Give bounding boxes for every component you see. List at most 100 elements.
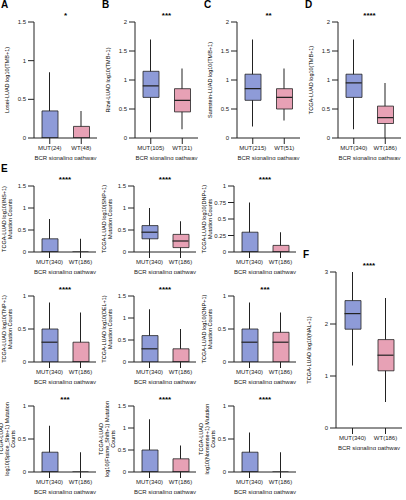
svg-text:2: 2: [325, 321, 329, 327]
svg-text:0.5: 0.5: [118, 227, 127, 233]
svg-text:1.5: 1.5: [18, 19, 27, 25]
svg-text:MUT(340): MUT(340): [36, 479, 63, 485]
svg-text:0.5: 0.5: [118, 447, 127, 453]
svg-text:0.5: 0.5: [322, 106, 331, 112]
svg-text:BCR signaling pathway: BCR signaling pathway: [34, 489, 96, 494]
svg-text:BCR signaling pathway: BCR signaling pathway: [34, 379, 96, 384]
svg-text:WT(186): WT(186): [169, 479, 192, 485]
svg-text:0.25: 0.25: [214, 233, 226, 239]
svg-text:0: 0: [325, 425, 329, 431]
svg-text:1.5: 1.5: [322, 48, 331, 54]
svg-text:WT(186): WT(186): [269, 259, 292, 265]
svg-text:WT(186): WT(186): [269, 479, 292, 485]
svg-text:WT(186): WT(186): [69, 369, 92, 375]
svg-text:1.5: 1.5: [118, 293, 127, 299]
svg-text:MUT(340): MUT(340): [236, 259, 263, 265]
html-text:TCGA-LUAD log10(Frame_Shift+1): TCGA-LUAD log10(Frame_Shift+1) Mutation …: [98, 401, 116, 477]
svg-text:1: 1: [223, 403, 227, 409]
svg-text:0: 0: [23, 359, 27, 365]
svg-text:WT(186): WT(186): [169, 259, 192, 265]
svg-text:1: 1: [123, 205, 127, 211]
svg-text:MUT(215): MUT(215): [239, 145, 266, 151]
html-text:TCGA-LUAD log10(Nonsense+1) Mu: TCGA-LUAD log10(Nonsense+1) Mutation Cou…: [198, 403, 216, 475]
svg-text:BCR signaling pathway: BCR signaling pathway: [34, 155, 96, 160]
svg-text:MUT(105): MUT(105): [137, 145, 164, 151]
svg-text:0: 0: [123, 359, 127, 365]
svg-text:MUT(340): MUT(340): [36, 259, 63, 265]
svg-text:WT(186): WT(186): [374, 145, 397, 151]
svg-text:0.5: 0.5: [218, 216, 227, 222]
svg-text:0: 0: [23, 249, 27, 255]
svg-text:WT(51): WT(51): [274, 145, 294, 151]
svg-text:1: 1: [223, 183, 227, 189]
svg-text:1: 1: [223, 293, 227, 299]
svg-text:BCR signaling pathway: BCR signaling pathway: [338, 155, 398, 160]
svg-text:1: 1: [226, 77, 230, 83]
svg-text:MUT(340): MUT(340): [339, 435, 366, 441]
svg-text:WT(186): WT(186): [374, 435, 397, 441]
svg-text:1: 1: [23, 205, 27, 211]
svg-text:MUT(340): MUT(340): [236, 369, 263, 375]
svg-text:MUT(340): MUT(340): [236, 479, 263, 485]
svg-text:0.75: 0.75: [214, 200, 226, 206]
svg-text:0.5: 0.5: [18, 96, 27, 102]
svg-text:1: 1: [23, 293, 27, 299]
svg-text:0.5: 0.5: [119, 106, 128, 112]
svg-text:MUT(340): MUT(340): [36, 369, 63, 375]
svg-text:BCR signaling pathway: BCR signaling pathway: [338, 445, 398, 450]
svg-text:2: 2: [327, 19, 331, 25]
svg-text:1: 1: [124, 77, 128, 83]
svg-text:1: 1: [325, 373, 329, 379]
svg-text:WT(186): WT(186): [269, 369, 292, 375]
svg-text:WT(186): WT(186): [169, 369, 192, 375]
svg-text:1.5: 1.5: [119, 48, 128, 54]
svg-text:1: 1: [23, 403, 27, 409]
svg-text:BCR signaling pathway: BCR signaling pathway: [134, 489, 196, 494]
svg-text:1.5: 1.5: [118, 403, 127, 409]
svg-text:0: 0: [23, 469, 27, 475]
svg-text:BCR signaling pathway: BCR signaling pathway: [237, 155, 299, 160]
svg-text:0.5: 0.5: [18, 227, 27, 233]
svg-text:3: 3: [325, 269, 329, 275]
svg-text:BCR signaling pathway: BCR signaling pathway: [234, 379, 296, 384]
svg-text:1.5: 1.5: [18, 183, 27, 189]
svg-text:0: 0: [223, 249, 227, 255]
svg-text:BCR signaling pathway: BCR signaling pathway: [135, 155, 197, 160]
svg-text:0: 0: [23, 135, 27, 141]
svg-text:0.5: 0.5: [18, 436, 27, 442]
svg-text:1.5: 1.5: [118, 183, 127, 189]
svg-text:BCR signaling pathway: BCR signaling pathway: [134, 269, 196, 274]
svg-text:2: 2: [124, 19, 128, 25]
svg-text:0: 0: [223, 469, 227, 475]
svg-text:MUT(340): MUT(340): [136, 479, 163, 485]
svg-text:MUT(340): MUT(340): [136, 259, 163, 265]
svg-text:0: 0: [123, 249, 127, 255]
svg-text:WT(48): WT(48): [71, 145, 91, 151]
svg-text:WT(31): WT(31): [172, 145, 192, 151]
svg-text:0.5: 0.5: [18, 326, 27, 332]
svg-text:1: 1: [123, 425, 127, 431]
svg-text:0.5: 0.5: [218, 436, 227, 442]
svg-text:0.5: 0.5: [218, 326, 227, 332]
svg-text:1: 1: [123, 315, 127, 321]
svg-text:1.5: 1.5: [221, 48, 230, 54]
svg-text:1: 1: [327, 77, 331, 83]
svg-text:0: 0: [223, 359, 227, 365]
svg-text:0: 0: [124, 135, 128, 141]
svg-text:BCR signaling pathway: BCR signaling pathway: [234, 489, 296, 494]
svg-text:0.5: 0.5: [221, 106, 230, 112]
svg-text:WT(186): WT(186): [69, 259, 92, 265]
svg-text:0: 0: [226, 135, 230, 141]
svg-text:MUT(340): MUT(340): [136, 369, 163, 375]
svg-text:2: 2: [226, 19, 230, 25]
svg-text:1: 1: [23, 58, 27, 64]
svg-text:WT(186): WT(186): [69, 479, 92, 485]
svg-text:BCR signaling pathway: BCR signaling pathway: [234, 269, 296, 274]
svg-text:0.5: 0.5: [118, 337, 127, 343]
svg-text:BCR signaling pathway: BCR signaling pathway: [34, 269, 96, 274]
svg-text:MUT(24): MUT(24): [38, 145, 62, 151]
svg-text:0: 0: [123, 469, 127, 475]
svg-text:BCR signaling pathway: BCR signaling pathway: [134, 379, 196, 384]
svg-text:MUT(340): MUT(340): [340, 145, 367, 151]
svg-text:0: 0: [327, 135, 331, 141]
